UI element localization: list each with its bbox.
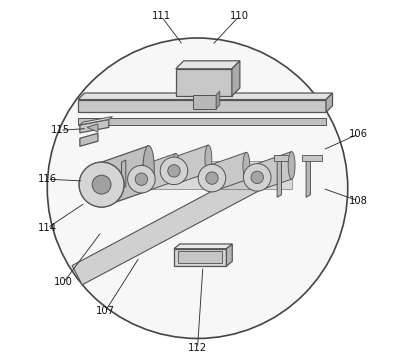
- Polygon shape: [257, 152, 292, 191]
- Text: 112: 112: [188, 343, 207, 353]
- Polygon shape: [78, 93, 333, 100]
- Circle shape: [135, 173, 148, 185]
- Bar: [178, 251, 222, 263]
- Text: 106: 106: [349, 129, 368, 139]
- Ellipse shape: [288, 152, 295, 179]
- Polygon shape: [174, 244, 232, 249]
- Bar: [176, 69, 232, 96]
- Polygon shape: [141, 153, 176, 193]
- Polygon shape: [232, 61, 240, 96]
- Bar: [193, 95, 216, 109]
- Text: 111: 111: [152, 11, 171, 21]
- Ellipse shape: [243, 152, 250, 180]
- Polygon shape: [102, 146, 149, 207]
- Circle shape: [92, 175, 111, 194]
- Polygon shape: [176, 61, 240, 69]
- Text: 116: 116: [38, 174, 57, 184]
- Circle shape: [168, 165, 180, 177]
- Polygon shape: [80, 117, 113, 125]
- Ellipse shape: [143, 146, 154, 190]
- Text: 110: 110: [229, 11, 248, 21]
- Circle shape: [47, 38, 348, 338]
- Circle shape: [206, 172, 218, 184]
- Circle shape: [243, 164, 271, 191]
- Polygon shape: [212, 152, 246, 192]
- Circle shape: [198, 164, 226, 192]
- Text: 108: 108: [349, 196, 368, 206]
- Bar: [78, 118, 326, 125]
- Text: 107: 107: [96, 306, 115, 316]
- Polygon shape: [80, 119, 109, 133]
- Polygon shape: [216, 91, 220, 109]
- Bar: [78, 100, 326, 112]
- Circle shape: [92, 175, 111, 194]
- Circle shape: [79, 162, 124, 207]
- Text: 114: 114: [38, 223, 57, 233]
- Circle shape: [160, 157, 188, 185]
- Polygon shape: [326, 93, 333, 112]
- Bar: [174, 249, 226, 266]
- Bar: [303, 155, 322, 161]
- Circle shape: [251, 171, 263, 184]
- Bar: [273, 155, 293, 161]
- Text: 100: 100: [54, 277, 73, 287]
- Polygon shape: [174, 145, 208, 185]
- Polygon shape: [80, 133, 98, 146]
- Polygon shape: [226, 244, 232, 266]
- Text: 115: 115: [51, 125, 70, 135]
- Polygon shape: [72, 157, 287, 285]
- Polygon shape: [122, 160, 126, 189]
- Circle shape: [79, 162, 124, 207]
- Ellipse shape: [205, 145, 212, 173]
- Bar: [125, 161, 292, 189]
- Polygon shape: [277, 157, 282, 197]
- Ellipse shape: [172, 153, 179, 181]
- Polygon shape: [87, 124, 98, 132]
- Polygon shape: [306, 157, 310, 197]
- Circle shape: [128, 165, 155, 193]
